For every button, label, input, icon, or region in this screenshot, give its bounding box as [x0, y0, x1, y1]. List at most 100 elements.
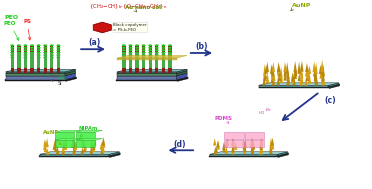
Polygon shape: [231, 143, 235, 152]
Ellipse shape: [168, 49, 172, 51]
Ellipse shape: [23, 54, 28, 56]
Polygon shape: [44, 139, 47, 146]
Polygon shape: [177, 69, 187, 73]
Polygon shape: [76, 130, 103, 132]
Bar: [148, 60, 152, 63]
Ellipse shape: [161, 57, 166, 59]
Bar: [142, 53, 145, 55]
Polygon shape: [259, 84, 340, 87]
Polygon shape: [263, 64, 266, 76]
Polygon shape: [320, 68, 323, 79]
Polygon shape: [177, 73, 187, 80]
Polygon shape: [234, 141, 237, 150]
Polygon shape: [243, 142, 246, 149]
Polygon shape: [117, 72, 177, 73]
Polygon shape: [271, 138, 274, 146]
Bar: [76, 140, 95, 147]
Polygon shape: [319, 65, 322, 74]
Bar: [24, 53, 27, 68]
Polygon shape: [260, 85, 328, 87]
Ellipse shape: [161, 54, 166, 56]
Bar: [122, 53, 125, 55]
Ellipse shape: [36, 47, 41, 49]
Polygon shape: [278, 65, 281, 76]
Bar: [129, 51, 132, 65]
Bar: [37, 56, 40, 70]
Text: (b): (b): [196, 42, 208, 51]
Bar: [44, 49, 47, 63]
Polygon shape: [231, 138, 234, 145]
Bar: [168, 53, 172, 68]
Polygon shape: [279, 67, 283, 79]
Polygon shape: [64, 138, 68, 145]
Bar: [122, 65, 125, 68]
Bar: [37, 57, 40, 60]
Ellipse shape: [17, 49, 21, 51]
Polygon shape: [305, 63, 309, 72]
Bar: [148, 46, 152, 60]
Bar: [129, 55, 132, 58]
Bar: [142, 60, 145, 63]
Bar: [24, 51, 27, 65]
Text: PDMS: PDMS: [215, 116, 232, 121]
Polygon shape: [6, 73, 76, 76]
Bar: [135, 60, 139, 63]
Polygon shape: [116, 77, 188, 80]
Bar: [155, 46, 158, 60]
Ellipse shape: [128, 44, 132, 46]
Ellipse shape: [10, 47, 14, 49]
Bar: [44, 56, 47, 70]
Bar: [50, 57, 54, 60]
Bar: [31, 65, 34, 68]
Bar: [162, 62, 165, 65]
Bar: [44, 60, 47, 63]
Ellipse shape: [17, 47, 21, 49]
Polygon shape: [294, 68, 297, 77]
Bar: [31, 53, 34, 55]
Bar: [129, 53, 132, 68]
Ellipse shape: [36, 44, 41, 46]
Ellipse shape: [30, 52, 34, 54]
Bar: [155, 53, 158, 68]
Polygon shape: [216, 140, 219, 147]
Bar: [122, 56, 125, 70]
Ellipse shape: [135, 47, 139, 49]
Bar: [55, 140, 74, 147]
Bar: [135, 49, 139, 63]
Polygon shape: [286, 62, 289, 74]
Bar: [245, 132, 264, 139]
Bar: [10, 46, 14, 60]
Ellipse shape: [128, 47, 132, 49]
Bar: [142, 56, 145, 70]
Bar: [31, 56, 34, 70]
Polygon shape: [72, 146, 76, 155]
Polygon shape: [81, 147, 84, 155]
Polygon shape: [6, 76, 65, 80]
Polygon shape: [110, 153, 120, 157]
Bar: [31, 57, 34, 60]
Ellipse shape: [161, 52, 166, 54]
Ellipse shape: [36, 52, 41, 54]
Polygon shape: [222, 143, 226, 153]
Polygon shape: [306, 72, 309, 81]
Bar: [135, 55, 139, 58]
Ellipse shape: [36, 57, 41, 59]
Bar: [17, 51, 20, 65]
Text: PS: PS: [23, 19, 31, 40]
Ellipse shape: [148, 54, 152, 56]
Ellipse shape: [168, 57, 172, 59]
Bar: [155, 62, 158, 65]
Polygon shape: [117, 55, 187, 58]
Bar: [10, 57, 14, 60]
Polygon shape: [92, 143, 95, 152]
Bar: [162, 55, 165, 58]
Bar: [148, 58, 152, 73]
Bar: [37, 49, 40, 63]
Ellipse shape: [30, 54, 34, 56]
Polygon shape: [56, 145, 59, 155]
Bar: [155, 51, 158, 65]
Polygon shape: [259, 139, 263, 147]
Ellipse shape: [17, 57, 21, 59]
Bar: [57, 56, 60, 70]
Bar: [37, 62, 40, 65]
